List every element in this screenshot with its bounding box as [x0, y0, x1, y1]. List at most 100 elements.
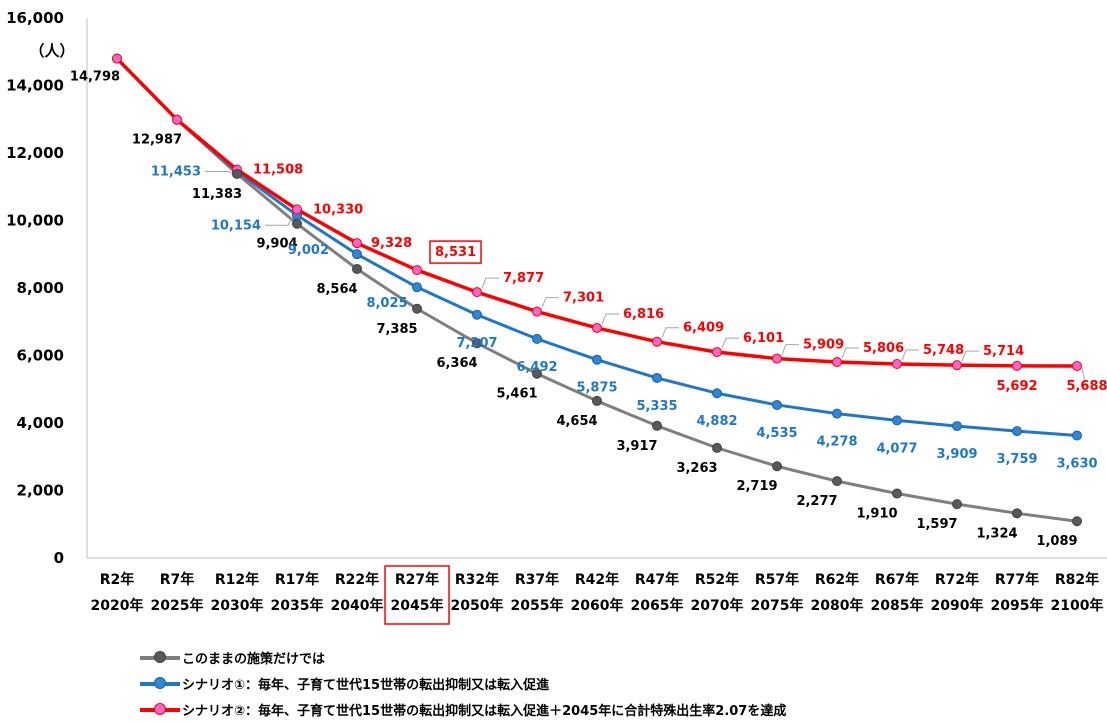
marker-series-2 [952, 360, 962, 371]
x-tick-label-year: 2030年 [211, 597, 264, 614]
x-tick-label-year: 2060年 [571, 597, 624, 614]
x-tick-label-year: 2055年 [511, 597, 564, 614]
data-label-series-1: 5,335 [636, 399, 677, 414]
data-label-series-1: 10,154 [211, 218, 261, 233]
x-tick-label-era: R7年 [160, 571, 195, 588]
data-label-series-0: 2,277 [796, 494, 837, 509]
marker-series-2 [532, 306, 542, 317]
label-leader-line [781, 344, 799, 355]
marker-series-1 [352, 249, 362, 260]
marker-series-0 [1012, 508, 1022, 519]
label-leader-line [481, 277, 499, 289]
data-label-series-0: 1,910 [856, 507, 897, 522]
data-label-series-0: 3,263 [676, 461, 717, 476]
marker-series-0 [1072, 516, 1082, 527]
data-label-series-0: 1,597 [916, 517, 957, 532]
legend-item-baseline: このままの施策だけでは [140, 644, 786, 670]
data-label-series-0: 14,798 [70, 70, 120, 85]
x-tick-label-year: 2045年 [391, 597, 444, 614]
x-tick-label-year: 2020年 [91, 597, 144, 614]
label-leader-line [541, 297, 559, 308]
data-label-series-1: 6,492 [516, 360, 557, 375]
x-tick-label-era: R37年 [515, 571, 559, 588]
y-tick-label: 10,000 [6, 212, 64, 230]
x-tick-label-era: R72年 [935, 571, 979, 588]
marker-series-2 [412, 265, 422, 276]
legend-item-scenario-1: シナリオ①：毎年、子育て世代15世帯の転出抑制又は転入促進 [140, 670, 786, 696]
data-label-series-0: 3,917 [616, 439, 657, 454]
data-label-series-0: 8,564 [316, 282, 357, 297]
x-tick-label-year: 2095年 [991, 597, 1044, 614]
marker-series-1 [772, 399, 782, 410]
label-leader-line [961, 350, 979, 362]
marker-series-2 [1012, 360, 1022, 371]
data-label-series-1: 5,875 [576, 381, 617, 396]
y-tick-label: 8,000 [17, 279, 64, 297]
data-label-series-2: 5,688 [1066, 379, 1107, 394]
data-label-series-0: 12,987 [132, 133, 182, 148]
data-label-series-2: 5,692 [996, 379, 1037, 394]
x-tick-label-year: 2035年 [271, 597, 324, 614]
x-tick-label-year: 2065年 [631, 597, 684, 614]
marker-series-2 [172, 114, 182, 125]
data-label-series-2: 6,101 [743, 331, 784, 346]
y-tick-label: 16,000 [6, 9, 64, 27]
marker-series-1 [652, 372, 662, 383]
data-label-series-2: 5,806 [863, 341, 904, 356]
label-leader-line [205, 170, 233, 174]
marker-series-0 [352, 263, 362, 274]
data-label-series-1: 3,759 [996, 452, 1037, 467]
y-axis-unit-label: （人） [29, 42, 74, 60]
data-label-series-2: 7,301 [563, 291, 604, 306]
x-tick-label-era: R27年 [395, 571, 439, 588]
x-tick-label-era: R82年 [1055, 571, 1099, 588]
marker-series-1 [952, 421, 962, 432]
x-tick-label-era: R22年 [335, 571, 379, 588]
y-tick-label: 0 [54, 549, 64, 567]
legend-swatch-scenario-1 [140, 677, 180, 689]
data-label-series-2: 8,531 [435, 245, 476, 260]
data-label-series-1: 4,535 [756, 426, 797, 441]
marker-series-1 [472, 309, 482, 320]
x-tick-label-era: R12年 [215, 571, 259, 588]
data-label-series-0: 2,719 [736, 479, 777, 494]
data-label-series-1: 4,278 [816, 435, 857, 450]
marker-series-1 [712, 388, 722, 399]
marker-series-1 [892, 415, 902, 426]
data-label-series-0: 1,324 [976, 526, 1017, 541]
x-tick-label-era: R77年 [995, 571, 1039, 588]
marker-series-0 [292, 218, 302, 229]
data-label-series-2: 6,816 [623, 307, 664, 322]
legend-label-scenario-2: シナリオ②：毎年、子育て世代15世帯の転出抑制又は転入促進＋2045年に合計特殊… [182, 703, 787, 719]
x-tick-label-year: 2040年 [331, 597, 384, 614]
x-tick-label-era: R42年 [575, 571, 619, 588]
x-tick-label-era: R62年 [815, 571, 859, 588]
data-label-series-1: 11,453 [151, 164, 201, 179]
y-tick-label: 14,000 [6, 77, 64, 95]
marker-series-2 [352, 238, 362, 249]
data-label-series-1: 8,025 [366, 296, 407, 311]
population-line-chart: 0 2,000 4,000 6,000 8,000 10,000 12,000 14,000 1… [6, 9, 1107, 625]
data-label-series-2: 7,877 [503, 271, 544, 286]
marker-series-2 [1072, 361, 1082, 372]
data-label-series-1: 9,002 [288, 243, 329, 258]
label-leader-line [601, 313, 619, 325]
marker-series-1 [532, 333, 542, 344]
data-label-series-1: 4,077 [876, 441, 917, 456]
y-tick-label: 6,000 [17, 347, 64, 365]
x-tick-label-era: R47年 [635, 571, 679, 588]
marker-series-2 [292, 204, 302, 215]
marker-series-2 [832, 357, 842, 368]
marker-series-2 [772, 353, 782, 364]
data-label-series-0: 11,383 [192, 187, 242, 202]
x-tick-label-year: 2100年 [1051, 597, 1104, 614]
x-tick-label-year: 2085年 [871, 597, 924, 614]
marker-series-0 [232, 168, 242, 179]
legend-swatch-scenario-2 [140, 703, 180, 715]
x-tick-label-era: R2年 [100, 571, 135, 588]
marker-series-0 [652, 420, 662, 431]
y-tick-label: 12,000 [6, 144, 64, 162]
data-label-series-0: 7,385 [376, 322, 417, 337]
data-label-series-2: 11,508 [253, 163, 303, 178]
x-tick-label-year: 2050年 [451, 597, 504, 614]
